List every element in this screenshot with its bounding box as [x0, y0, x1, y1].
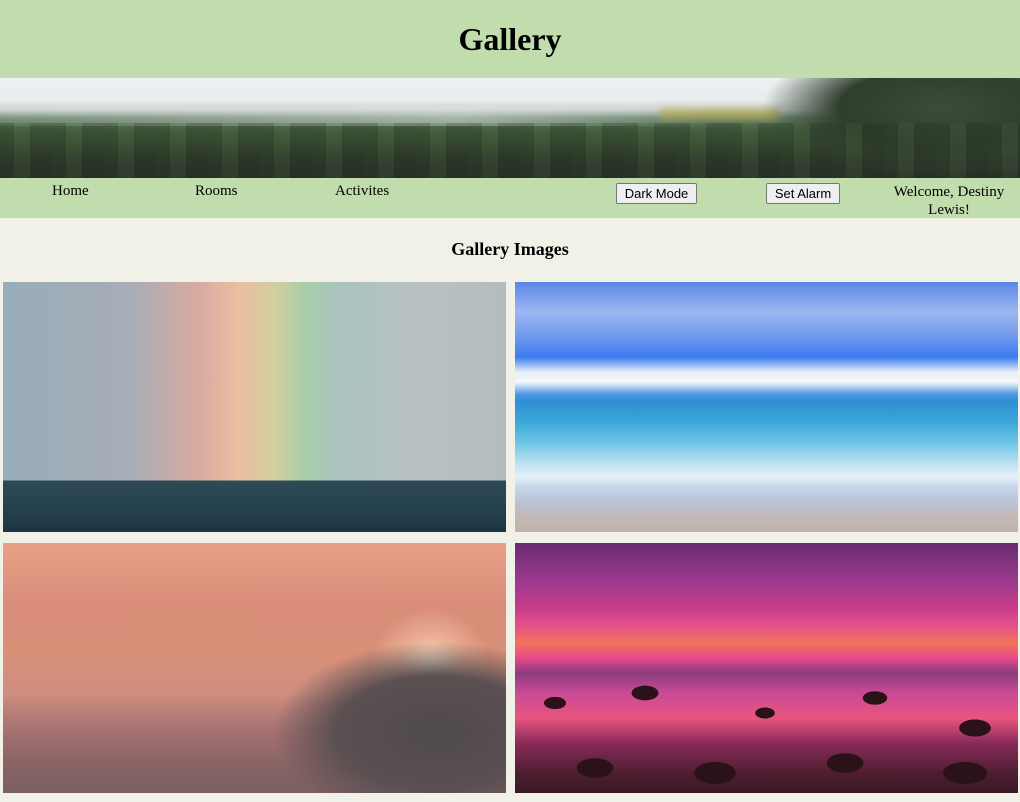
- banner-hill: [0, 123, 1020, 178]
- dark-mode-button[interactable]: Dark Mode: [616, 183, 697, 204]
- gallery-image-magenta-shore[interactable]: [515, 543, 1018, 793]
- gallery-image-rainbow[interactable]: [3, 282, 506, 532]
- set-alarm-button[interactable]: Set Alarm: [766, 183, 840, 204]
- nav-bar: Home Rooms Activites Dark Mode Set Alarm…: [0, 178, 1020, 218]
- page-title: Gallery: [458, 20, 562, 57]
- nav-link-rooms[interactable]: Rooms: [195, 183, 238, 199]
- page-header: Gallery: [0, 0, 1020, 78]
- banner-image: [0, 78, 1020, 178]
- gallery-image-ocean[interactable]: [515, 282, 1018, 532]
- nav-link-home[interactable]: Home: [52, 183, 89, 199]
- gallery-title: Gallery Images: [451, 239, 569, 259]
- gallery-image-sunset[interactable]: [3, 543, 506, 793]
- banner-field: [660, 108, 780, 120]
- welcome-message: Welcome, Destiny Lewis!: [893, 184, 1005, 218]
- sunset-trees: [276, 643, 506, 793]
- nav-link-activites[interactable]: Activites: [335, 183, 390, 199]
- banner-trees: [760, 78, 1020, 178]
- gallery-grid: [0, 282, 1020, 802]
- shore-rocks: [515, 673, 1018, 793]
